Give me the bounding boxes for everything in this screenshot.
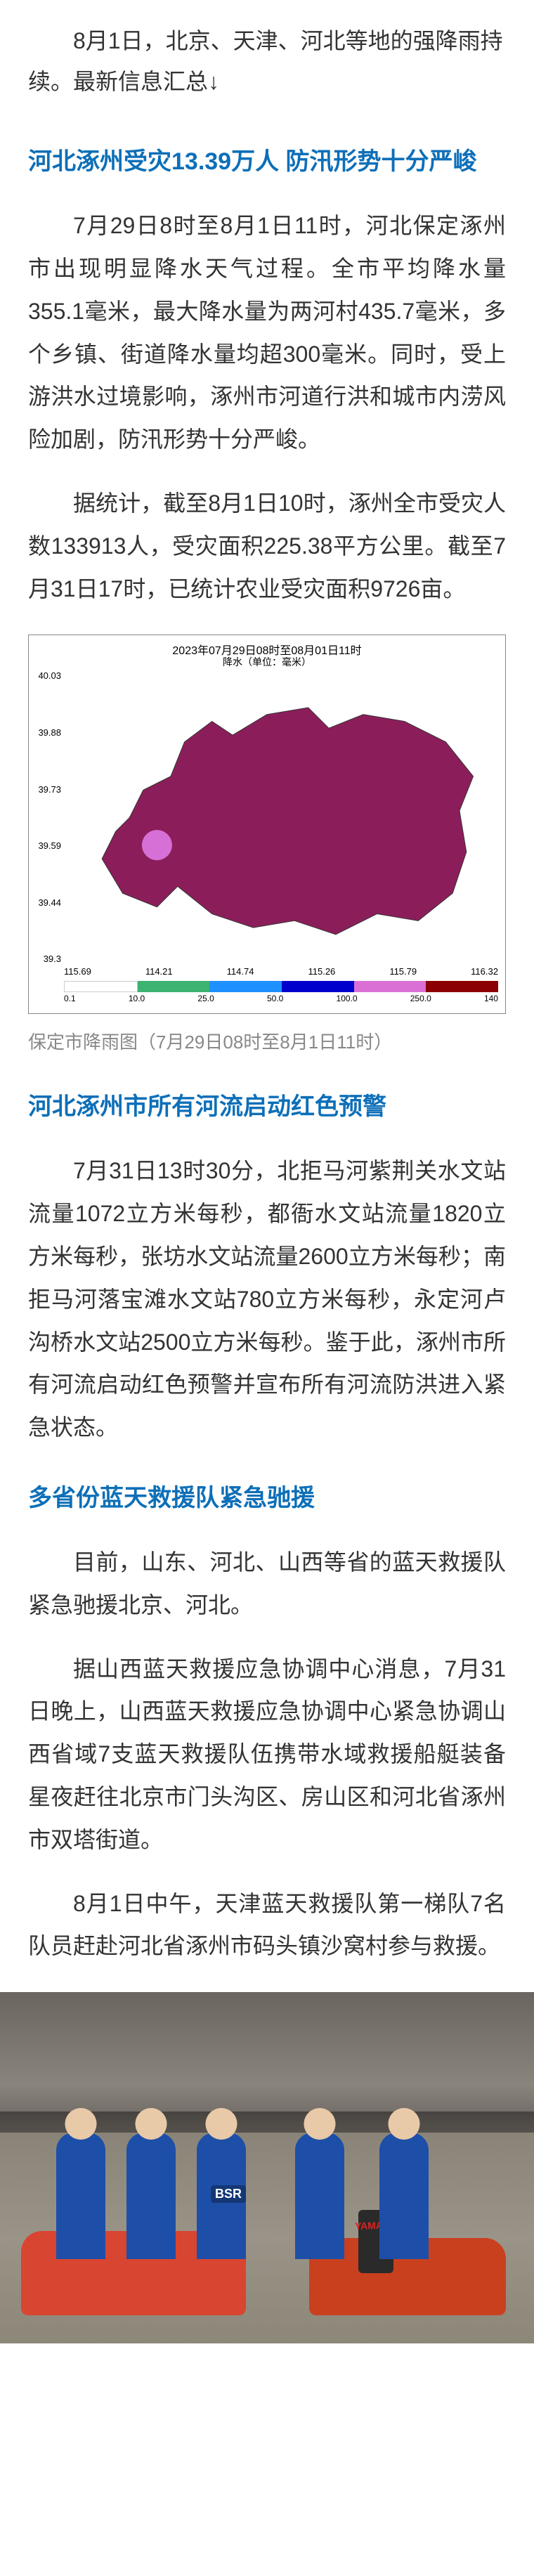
bsr-badge: BSR [211,2185,246,2203]
legend-val: 50.0 [267,994,283,1003]
legend-val: 0.1 [64,994,76,1003]
x-tick: 114.21 [145,966,173,977]
chart-caption: 保定市降雨图（7月29日08时至8月1日11时） [0,1021,534,1068]
section1-para2: 据统计，截至8月1日10时，涿州全市受灾人数133913人，受灾面积225.38… [0,471,534,620]
y-tick: 39.3 [33,954,61,964]
intro-paragraph: 8月1日，北京、天津、河北等地的强降雨持续。最新信息汇总↓ [0,0,534,123]
legend-swatch [426,981,498,992]
legend-swatch [138,981,210,992]
x-tick: 115.69 [64,966,91,977]
chart-x-axis: 115.69 114.21 114.74 115.26 115.79 116.3… [64,966,498,977]
section2-para1: 7月31日13时30分，北拒马河紫荆关水文站流量1072立方米每秒，都衙水文站流… [0,1139,534,1459]
legend-swatch [282,981,354,992]
rescue-worker [56,2133,105,2259]
chart-legend: 0.1 10.0 25.0 50.0 100.0 250.0 140 [64,981,498,1008]
section3-para1: 目前，山东、河北、山西等省的蓝天救援队紧急驰援北京、河北。 [0,1530,534,1637]
legend-val: 25.0 [197,994,214,1003]
x-tick: 115.79 [389,966,417,977]
y-tick: 39.88 [33,727,61,738]
y-tick: 39.59 [33,840,61,851]
baoding-map-shape [74,678,487,957]
legend-val: 100.0 [337,994,358,1003]
rescue-worker [126,2133,176,2259]
section2-title: 河北涿州市所有河流启动红色预警 [0,1068,534,1139]
legend-swatch [354,981,426,992]
chart-y-axis: 40.03 39.88 39.73 39.59 39.44 39.3 [33,670,61,964]
section3-title: 多省份蓝天救援队紧急驰援 [0,1459,534,1530]
rescue-photo: YAMAHA BSR [0,1992,534,2343]
section1-title: 河北涿州受灾13.39万人 防汛形势十分严峻 [0,123,534,194]
map-area [64,670,498,964]
chart-subtitle: 降水（单位：毫米） [223,655,311,669]
x-tick: 115.26 [308,966,335,977]
rescue-worker [379,2133,429,2259]
section3-para3: 8月1日中午，天津蓝天救援队第一梯队7名队员赶赴河北省涿州市码头镇沙窝村参与救援… [0,1872,534,1979]
rescue-photo-container: YAMAHA BSR [0,1978,534,2343]
legend-swatch [209,981,282,992]
legend-swatch [64,981,138,992]
section3-para2: 据山西蓝天救援应急协调中心消息，7月31日晚上，山西蓝天救援应急协调中心紧急协调… [0,1637,534,1872]
legend-val: 140 [484,994,498,1003]
rainfall-chart: 2023年07月29日08时至08月01日11时 降水（单位：毫米） 40.03… [28,635,506,1014]
y-tick: 39.73 [33,784,61,795]
y-tick: 40.03 [33,670,61,681]
rescue-worker [295,2133,344,2259]
x-tick: 116.32 [471,966,498,977]
y-tick: 39.44 [33,897,61,908]
section1-para1: 7月29日8时至8月1日11时，河北保定涿州市出现明显降水天气过程。全市平均降水… [0,194,534,471]
rainfall-chart-container: 2023年07月29日08时至08月01日11时 降水（单位：毫米） 40.03… [0,620,534,1021]
legend-val: 250.0 [410,994,431,1003]
x-tick: 114.74 [227,966,254,977]
legend-val: 10.0 [129,994,145,1003]
